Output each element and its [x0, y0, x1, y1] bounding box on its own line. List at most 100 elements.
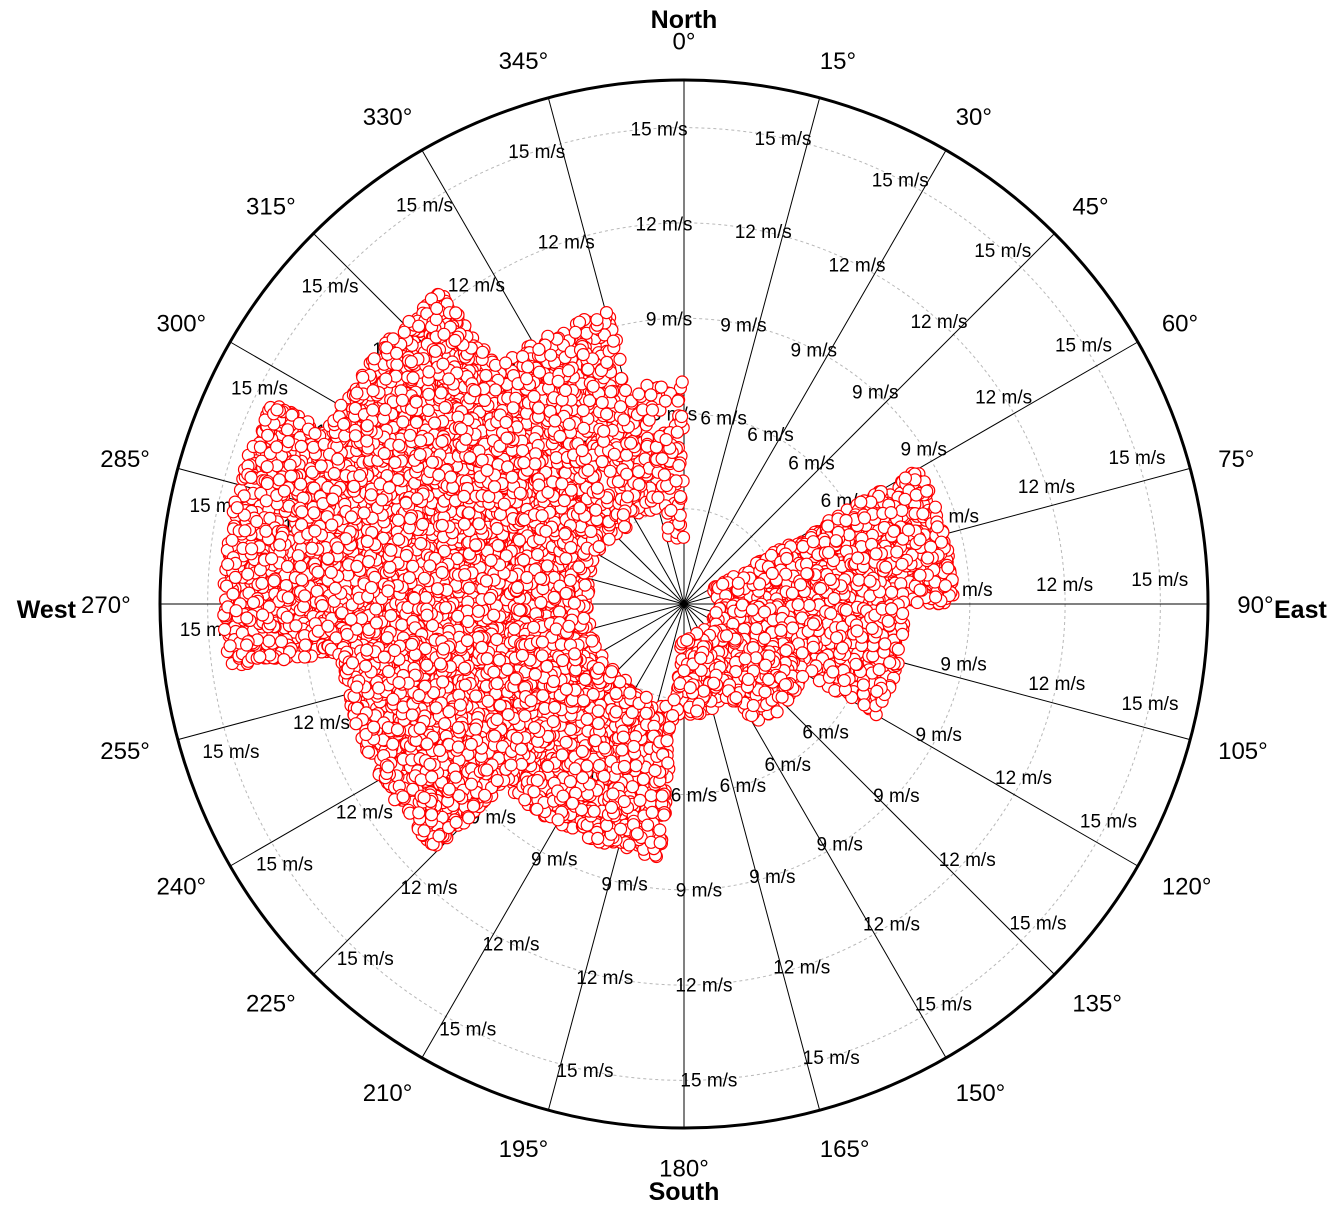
data-point — [420, 608, 434, 622]
data-point — [618, 383, 633, 397]
data-point — [499, 415, 513, 429]
data-point — [229, 604, 243, 618]
data-point — [260, 476, 274, 491]
data-point — [403, 511, 418, 526]
radial-tick-label: 12 m/s — [773, 957, 830, 978]
radial-tick-label: 9 m/s — [940, 654, 986, 675]
data-point — [364, 488, 378, 502]
data-point — [613, 352, 627, 366]
data-point — [613, 400, 628, 414]
data-point — [347, 479, 361, 493]
data-point — [422, 387, 436, 401]
data-point — [590, 481, 604, 495]
data-point — [337, 417, 351, 431]
radial-tick-label: 9 m/s — [531, 850, 577, 871]
data-point — [513, 486, 527, 500]
data-point — [369, 602, 383, 616]
radial-tick-label: 12 m/s — [293, 713, 350, 734]
data-point — [657, 468, 672, 482]
data-point — [532, 342, 546, 356]
data-point — [230, 501, 244, 515]
data-point — [298, 650, 312, 664]
data-point — [409, 415, 424, 429]
data-point — [599, 306, 614, 320]
data-point — [617, 413, 631, 427]
data-point — [406, 559, 420, 573]
data-point — [435, 565, 449, 580]
data-point — [555, 477, 569, 491]
data-point — [305, 541, 319, 555]
data-point — [584, 524, 598, 539]
radial-tick-label: 12 m/s — [1036, 575, 1093, 596]
data-point — [425, 455, 439, 469]
spoke-300 — [229, 341, 685, 605]
radial-tick-label: 12 m/s — [636, 214, 693, 235]
spoke-45 — [683, 233, 1055, 605]
data-point — [422, 365, 436, 379]
data-point — [534, 595, 548, 610]
data-point — [273, 538, 287, 552]
data-point — [558, 527, 572, 541]
radial-tick-label: 9 m/s — [749, 867, 795, 888]
data-point — [532, 365, 547, 379]
data-point — [326, 492, 340, 506]
data-point — [331, 541, 345, 555]
data-point — [392, 438, 406, 452]
data-point — [260, 460, 274, 474]
data-point — [396, 415, 410, 429]
data-point — [559, 586, 573, 601]
radial-tick-label: 9 m/s — [791, 340, 837, 361]
radial-tick-label: 12 m/s — [576, 968, 633, 989]
data-point — [658, 394, 673, 408]
data-point — [262, 634, 276, 648]
data-point — [517, 456, 531, 470]
radial-tick-label: 12 m/s — [995, 768, 1052, 789]
data-point — [221, 557, 235, 572]
data-point — [513, 603, 527, 617]
data-point — [490, 521, 504, 536]
data-point — [516, 553, 531, 567]
data-point — [281, 435, 295, 449]
data-point — [348, 429, 363, 443]
data-point — [280, 423, 295, 437]
data-point — [344, 612, 358, 626]
data-point — [388, 455, 402, 470]
data-point — [272, 473, 286, 487]
data-point — [412, 319, 426, 333]
data-point — [295, 505, 309, 519]
data-point — [561, 364, 576, 378]
data-point — [449, 306, 463, 320]
data-point — [414, 434, 428, 448]
data-point — [225, 533, 239, 547]
data-point — [475, 345, 490, 359]
data-point — [250, 514, 264, 529]
data-point — [567, 596, 582, 610]
data-point — [448, 333, 462, 347]
data-point — [392, 532, 406, 547]
data-point — [603, 464, 617, 478]
data-point — [367, 352, 381, 366]
data-point — [669, 474, 683, 488]
data-point — [265, 551, 279, 566]
data-point — [558, 383, 573, 397]
radial-tick-label: 15 m/s — [1080, 811, 1137, 832]
data-point — [324, 565, 338, 580]
data-point — [379, 372, 393, 386]
data-point — [240, 611, 254, 625]
data-point — [294, 559, 308, 574]
data-point — [491, 538, 505, 553]
data-point — [655, 452, 669, 466]
data-point — [500, 431, 514, 445]
radial-tick-label: 15 m/s — [974, 241, 1031, 262]
radial-tick-label: 6 m/s — [802, 722, 848, 743]
data-point — [557, 494, 572, 508]
data-point — [294, 477, 308, 491]
data-point — [291, 549, 305, 563]
data-point — [360, 434, 374, 448]
data-point — [357, 506, 371, 520]
data-point — [675, 375, 689, 389]
radial-tick-label: 12 m/s — [538, 233, 595, 254]
data-point — [539, 524, 553, 538]
data-point — [218, 622, 232, 637]
radial-tick-label: 12 m/s — [975, 387, 1032, 408]
